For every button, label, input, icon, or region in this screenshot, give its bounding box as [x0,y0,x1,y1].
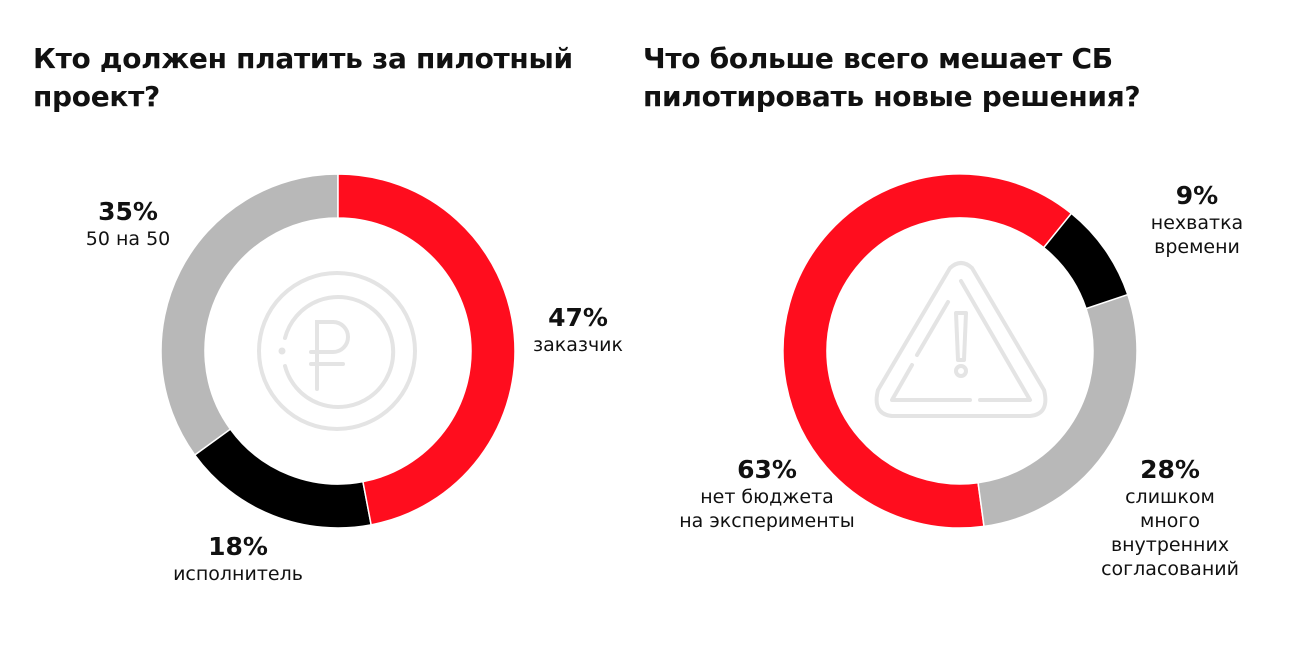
label-value: 47% [548,303,608,332]
label-no-budget: 63% нет бюджета на эксперименты [679,455,855,533]
label-value: 18% [208,532,268,561]
label-value: 28% [1140,455,1200,484]
chart-1-slice-2 [193,428,373,529]
label-value: 35% [98,197,158,226]
chart-2-slice-1 [1042,212,1129,310]
label-value: 9% [1175,181,1219,210]
label-approvals: 28% слишком много внутренних согласований [1101,455,1239,581]
label-text: 50 на 50 [85,228,171,250]
chart-1-slice-3 [160,173,339,457]
chart-2-slice-3 [782,173,1073,529]
chart-1-slice-1 [337,173,516,526]
label-contractor: 18% исполнитель [173,532,303,586]
label-no-time: 9% нехватка времени [1151,181,1243,259]
chart-1-title: Кто должен платить за пилотный проект? [33,42,573,113]
label-text: нет бюджета на эксперименты [679,486,855,532]
chart-2-slice-2 [977,293,1138,528]
label-value: 63% [737,455,797,484]
label-text: заказчик [532,334,624,356]
label-customer: 47% заказчик [533,303,623,357]
ruble-coin-icon [257,271,417,431]
warning-triangle-icon [874,261,1048,418]
label-text: нехватка времени [1150,212,1244,258]
label-text: исполнитель [173,563,303,585]
chart-2-title: Что больше всего мешает СБ пилотировать … [643,42,1141,113]
label-fifty-fifty: 35% 50 на 50 [86,197,171,251]
label-text: слишком много внутренних согласований [1101,486,1239,580]
